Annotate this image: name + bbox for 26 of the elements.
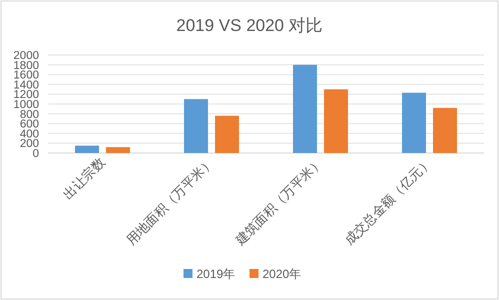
bar [184, 99, 208, 153]
bar [293, 64, 317, 153]
y-tick-label: 600 [20, 118, 39, 131]
x-tick-label: 建筑面积（万平米） [232, 154, 326, 249]
y-tick-label: 1200 [13, 89, 39, 102]
bar [215, 116, 239, 153]
legend-label: 2019年 [196, 267, 236, 281]
bar [324, 89, 348, 153]
x-tick-label: 用地面积（万平米） [123, 154, 217, 248]
y-tick-label: 200 [20, 138, 39, 150]
y-tick-label: 0 [32, 148, 39, 160]
bar [433, 108, 457, 153]
y-tick-label: 2000 [13, 50, 39, 62]
y-tick-label: 1800 [13, 60, 39, 72]
bar [402, 92, 426, 153]
bar [106, 147, 130, 153]
y-tick-label: 1600 [13, 70, 39, 82]
y-tick-label: 1400 [13, 79, 39, 92]
y-tick-label: 1000 [13, 99, 39, 111]
y-tick-label: 800 [20, 108, 39, 121]
chart-title: 2019 VS 2020 对比 [176, 16, 323, 35]
x-tick-label: 成交总金额（亿元） [341, 154, 435, 248]
legend-label: 2020年 [262, 267, 302, 281]
y-tick-label: 400 [20, 128, 39, 140]
x-tick-label: 出让宗数 [60, 154, 108, 202]
bar [75, 146, 99, 153]
